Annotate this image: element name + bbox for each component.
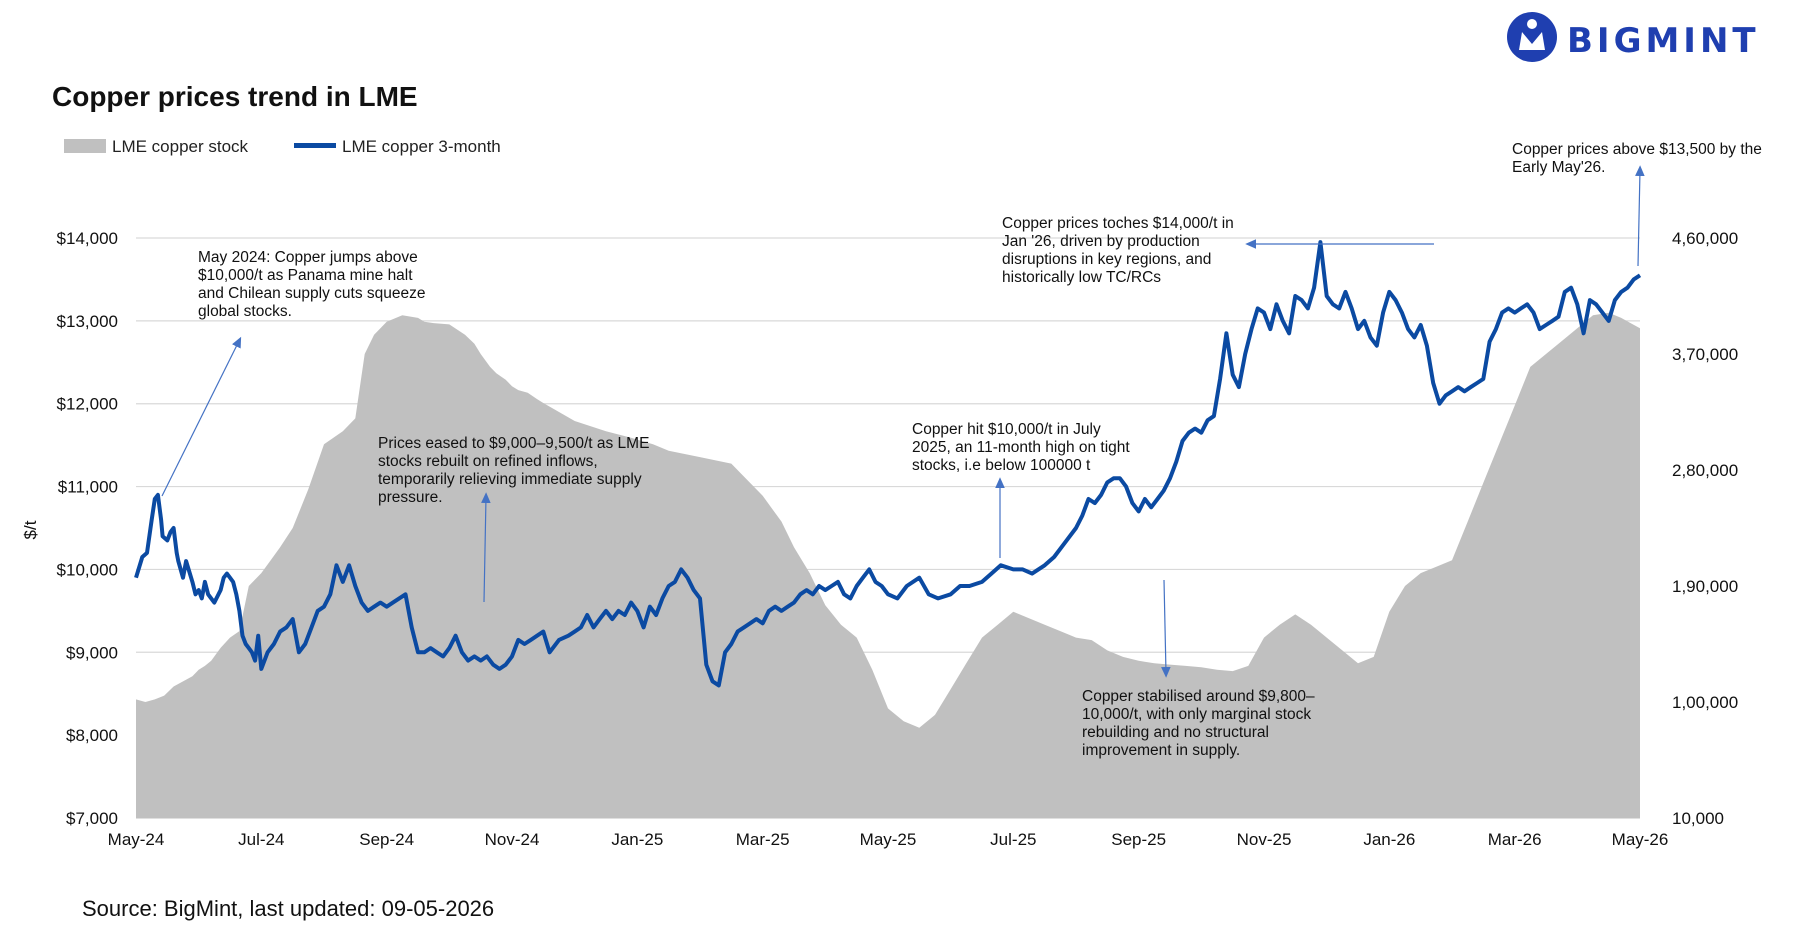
annotation-line: Prices eased to $9,000–9,500/t as LME (378, 435, 649, 452)
x-tick-label: May-24 (108, 830, 165, 849)
annotation-arrows (161, 165, 1645, 678)
annotation-line: improvement in supply. (1082, 742, 1240, 759)
annotation-jan26: Copper prices toches $14,000/t in Jan '26… (1002, 215, 1234, 286)
annotation-line: temporarily relieving immediate supply (378, 471, 642, 488)
x-tick-label: Mar-25 (736, 830, 790, 849)
annotation-line: stocks, i.e below 100000 t (912, 457, 1091, 474)
annotation-line: disruptions in key regions, and (1002, 251, 1211, 268)
left-tick-label: $9,000 (66, 643, 118, 662)
left-tick-label: $10,000 (57, 560, 118, 579)
x-tick-label: Nov-25 (1237, 830, 1292, 849)
x-tick-label: Nov-24 (485, 830, 540, 849)
x-axis-ticks: May-24 Jul-24 Sep-24 Nov-24 Jan-25 Mar-25 May-… (108, 830, 1669, 849)
x-tick-label: Sep-24 (359, 830, 414, 849)
legend-label-price: LME copper 3-month (342, 137, 501, 156)
annotation-line: and Chilean supply cuts squeeze (198, 285, 425, 302)
legend-swatch-price (294, 143, 336, 148)
annotation-jul25: Copper hit $10,000/t in July 2025, an 11-… (912, 421, 1130, 474)
annotation-line: rebuilding and no structural (1082, 724, 1269, 741)
right-tick-label: 3,70,000 (1672, 345, 1738, 364)
x-tick-label: Jan-26 (1363, 830, 1415, 849)
right-axis-ticks: 10,000 1,00,000 1,90,000 2,80,000 3,70,000 4,… (1672, 229, 1738, 828)
annotation-may24: May 2024: Copper jumps above $10,000/t as… (198, 249, 425, 320)
left-axis-ticks: $7,000 $8,000 $9,000 $10,000 $11,000 $12,000 $… (57, 229, 118, 828)
annotation-line: Jan '26, driven by production (1002, 233, 1200, 250)
annotation-line: Early May'26. (1512, 159, 1605, 176)
left-tick-label: $12,000 (57, 395, 118, 414)
x-tick-label: Jul-24 (238, 830, 284, 849)
right-tick-label: 4,60,000 (1672, 229, 1738, 248)
annotation-line: global stocks. (198, 303, 292, 320)
annotation-line: Copper prices above $13,500 by the (1512, 141, 1762, 158)
left-tick-label: $11,000 (58, 478, 118, 497)
annotation-line: stocks rebuilt on refined inflows, (378, 453, 598, 470)
annotation-line: Copper stabilised around $9,800– (1082, 688, 1315, 705)
right-tick-label: 2,80,000 (1672, 461, 1738, 480)
annotations: May 2024: Copper jumps above $10,000/t as… (198, 141, 1762, 759)
chart-title: Copper prices trend in LME (52, 81, 418, 112)
legend: LME copper stock LME copper 3-month (64, 137, 501, 156)
annotation-line: pressure. (378, 489, 443, 506)
annotation-line: May 2024: Copper jumps above (198, 249, 418, 266)
right-tick-label: 1,90,000 (1672, 577, 1738, 596)
price-line (134, 240, 1642, 688)
annotation-nov24: Prices eased to $9,000–9,500/t as LME sto… (378, 435, 649, 506)
annotation-arrow-nov24 (481, 492, 491, 603)
annotation-sep25: Copper stabilised around $9,800– 10,000/t… (1082, 688, 1315, 759)
annotation-arrow-may24 (161, 336, 242, 497)
legend-swatch-stock (64, 139, 106, 153)
left-tick-label: $14,000 (57, 229, 118, 248)
annotation-line: Copper prices toches $14,000/t in (1002, 215, 1234, 232)
annotation-arrow-sep25 (1161, 579, 1171, 678)
x-tick-label: May-25 (860, 830, 917, 849)
x-tick-label: May-26 (1612, 830, 1669, 849)
x-tick-label: Mar-26 (1488, 830, 1542, 849)
right-tick-label: 10,000 (1672, 809, 1724, 828)
x-tick-label: Jan-25 (611, 830, 663, 849)
annotation-line: 10,000/t, with only marginal stock (1082, 706, 1311, 723)
bigmint-logo: BIGMINT (1507, 12, 1760, 62)
source-note: Source: BigMint, last updated: 09-05-202… (82, 896, 494, 921)
left-tick-label: $8,000 (66, 726, 118, 745)
left-tick-label: $13,000 (57, 312, 118, 331)
y-axis-label: $/t (21, 520, 40, 539)
legend-label-stock: LME copper stock (112, 137, 249, 156)
stock-area (136, 312, 1640, 818)
annotation-arrow-may26 (1635, 165, 1645, 267)
annotation-may26: Copper prices above $13,500 by the Early … (1512, 141, 1762, 176)
left-tick-label: $7,000 (66, 809, 118, 828)
annotation-line: historically low TC/RCs (1002, 269, 1161, 286)
annotation-line: $10,000/t as Panama mine halt (198, 267, 413, 284)
right-tick-label: 1,00,000 (1672, 693, 1738, 712)
x-tick-label: Sep-25 (1111, 830, 1166, 849)
annotation-line: Copper hit $10,000/t in July (912, 421, 1101, 438)
annotation-line: 2025, an 11-month high on tight (912, 439, 1130, 456)
brand-name: BIGMINT (1567, 21, 1760, 61)
x-tick-label: Jul-25 (990, 830, 1036, 849)
